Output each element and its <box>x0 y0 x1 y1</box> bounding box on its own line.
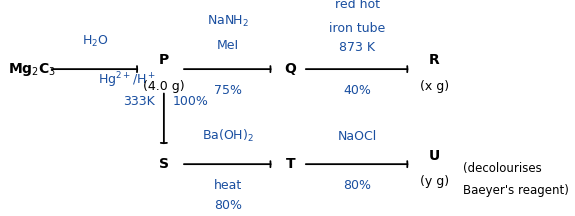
Text: MeI: MeI <box>217 39 239 52</box>
Text: 873 K: 873 K <box>339 41 375 54</box>
Text: Baeyer's reagent): Baeyer's reagent) <box>463 184 569 197</box>
Text: heat: heat <box>213 179 242 192</box>
Text: S: S <box>159 157 169 171</box>
Text: 100%: 100% <box>172 95 208 108</box>
Text: Mg$_2$C$_3$: Mg$_2$C$_3$ <box>7 61 56 78</box>
Text: T: T <box>286 157 295 171</box>
Text: 75%: 75% <box>214 84 242 97</box>
Text: 333K: 333K <box>124 95 155 108</box>
Text: red hot: red hot <box>335 0 380 11</box>
Text: iron tube: iron tube <box>329 22 385 35</box>
Text: U: U <box>428 149 440 162</box>
Text: P: P <box>159 54 169 67</box>
Text: 40%: 40% <box>343 84 371 97</box>
Text: (decolourises: (decolourises <box>463 162 542 175</box>
Text: (y g): (y g) <box>420 175 448 188</box>
Text: Ba(OH)$_2$: Ba(OH)$_2$ <box>202 128 254 144</box>
Text: (x g): (x g) <box>420 80 448 93</box>
Text: H$_2$O: H$_2$O <box>82 33 108 49</box>
Text: NaNH$_2$: NaNH$_2$ <box>206 14 249 29</box>
Text: NaOCl: NaOCl <box>338 130 377 143</box>
Text: Hg$^{2+}$/H$^+$: Hg$^{2+}$/H$^+$ <box>98 70 155 90</box>
Text: (4.0 g): (4.0 g) <box>143 80 185 93</box>
Text: R: R <box>429 54 439 67</box>
Text: 80%: 80% <box>214 199 242 212</box>
Text: Q: Q <box>285 62 296 76</box>
Text: 80%: 80% <box>343 179 371 192</box>
